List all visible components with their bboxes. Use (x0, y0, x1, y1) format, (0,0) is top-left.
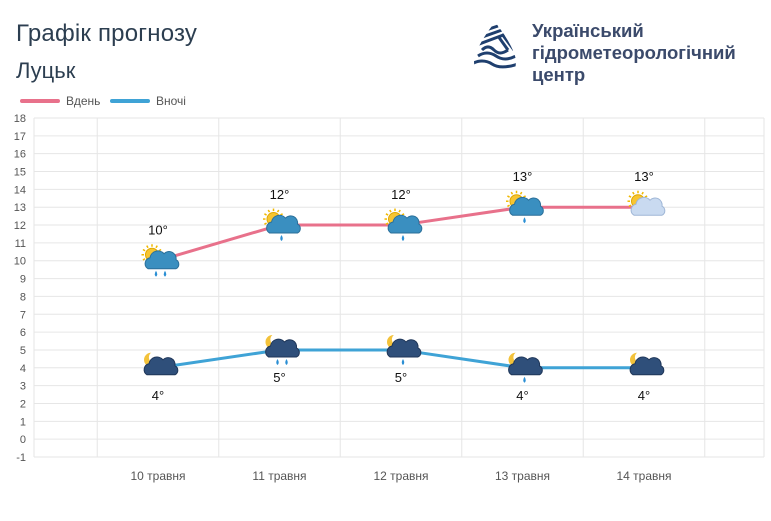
moon-cloud-icon (629, 351, 665, 376)
y-tick-label: 6 (20, 327, 26, 339)
y-tick-label: 3 (20, 381, 26, 393)
sun-cloud-rain-icon (263, 208, 301, 242)
y-tick-label: 17 (14, 131, 26, 143)
y-tick-label: 4 (20, 363, 26, 375)
x-tick-label: 10 травня (130, 469, 185, 483)
legend-label-night: Вночі (156, 94, 186, 108)
value-label: 5° (273, 370, 285, 385)
sun-cloud-icon (627, 190, 666, 216)
y-tick-label: 5 (20, 345, 26, 357)
x-tick-label: 12 травня (373, 469, 428, 483)
value-labels: 10° 12° 12° 13° 13° 4° 5° 5° 4° 4° (148, 169, 654, 403)
legend-item-night[interactable]: Вночі (110, 94, 186, 108)
chart-grid (33, 117, 765, 458)
x-tick-label: 13 травня (495, 469, 550, 483)
value-label: 4° (152, 388, 164, 403)
legend-label-day: Вдень (66, 94, 101, 108)
drop-logo-icon (474, 22, 516, 83)
legend-swatch-night (110, 99, 150, 103)
y-tick-label: 18 (14, 113, 26, 125)
moon-cloud-icon (143, 351, 179, 376)
x-axis: 10 травня 11 травня 12 травня 13 травня 14 т… (130, 469, 671, 483)
y-tick-label: 10 (14, 256, 26, 268)
moon-cloud-rain-icon (265, 333, 300, 365)
city-name: Луцьк (16, 58, 76, 83)
y-tick-label: -1 (16, 452, 26, 464)
page-title: Графік прогнозу (16, 20, 198, 47)
logo-text-line3: центр (532, 64, 586, 85)
y-tick-label: 15 (14, 167, 26, 179)
value-label: 13° (513, 169, 533, 184)
y-tick-label: 12 (14, 220, 26, 232)
sun-cloud-rain-icon (506, 190, 544, 224)
legend-swatch-day (20, 99, 60, 103)
y-tick-label: 9 (20, 274, 26, 286)
y-tick-label: 1 (20, 416, 26, 428)
sun-cloud-rain-icon (384, 208, 423, 242)
legend-item-day[interactable]: Вдень (20, 94, 100, 108)
value-label: 5° (395, 370, 407, 385)
moon-cloud-rain-icon (386, 333, 422, 365)
logo-text-line1: Український (532, 20, 644, 41)
weather-icons (141, 190, 666, 383)
moon-cloud-rain-icon (508, 351, 543, 383)
logo: Український гідрометеорологічний центр (468, 18, 768, 88)
y-tick-label: 8 (20, 291, 26, 303)
value-label: 12° (270, 187, 290, 202)
x-tick-label: 14 травня (616, 469, 671, 483)
value-label: 12° (391, 187, 411, 202)
y-tick-label: 7 (20, 309, 26, 321)
logo-text-line2: гідрометеорологічний (532, 42, 736, 63)
value-label: 4° (516, 388, 528, 403)
value-label: 10° (148, 223, 168, 238)
y-tick-label: 13 (14, 202, 26, 214)
value-label: 13° (634, 169, 654, 184)
y-tick-label: 11 (15, 238, 26, 250)
y-tick-label: 16 (14, 149, 26, 161)
y-tick-label: 0 (20, 434, 26, 446)
x-tick-label: 11 травня (252, 469, 306, 483)
sun-cloud-rain-icon (141, 244, 180, 277)
value-label: 4° (638, 388, 650, 403)
y-tick-label: 2 (20, 398, 26, 410)
y-tick-label: 14 (14, 184, 26, 196)
